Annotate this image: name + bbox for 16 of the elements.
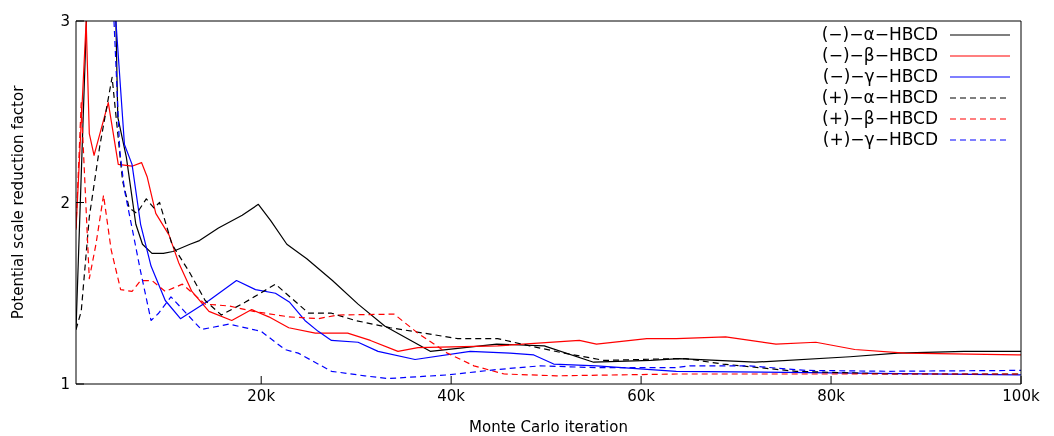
y-tick-label: 1 xyxy=(60,375,70,394)
legend-label: (−)−β−HBCD xyxy=(822,45,938,66)
x-tick-label: 80k xyxy=(817,386,846,405)
y-tick-label: 3 xyxy=(60,12,70,31)
x-tick-label: 60k xyxy=(627,386,656,405)
legend-label: (−)−γ−HBCD xyxy=(822,66,938,87)
legend-label: (+)−γ−HBCD xyxy=(822,129,938,150)
x-tick-label: 20k xyxy=(247,386,276,405)
x-tick-label: 100k xyxy=(1002,386,1040,405)
legend-label: (−)−α−HBCD xyxy=(821,24,938,45)
y-axis-title: Potential scale reduction factor xyxy=(9,84,28,320)
y-tick-label: 2 xyxy=(60,193,70,212)
x-axis-title: Monte Carlo iteration xyxy=(469,418,628,436)
x-tick-label: 40k xyxy=(437,386,466,405)
legend-label: (+)−α−HBCD xyxy=(821,87,938,108)
legend-label: (+)−β−HBCD xyxy=(822,108,938,129)
